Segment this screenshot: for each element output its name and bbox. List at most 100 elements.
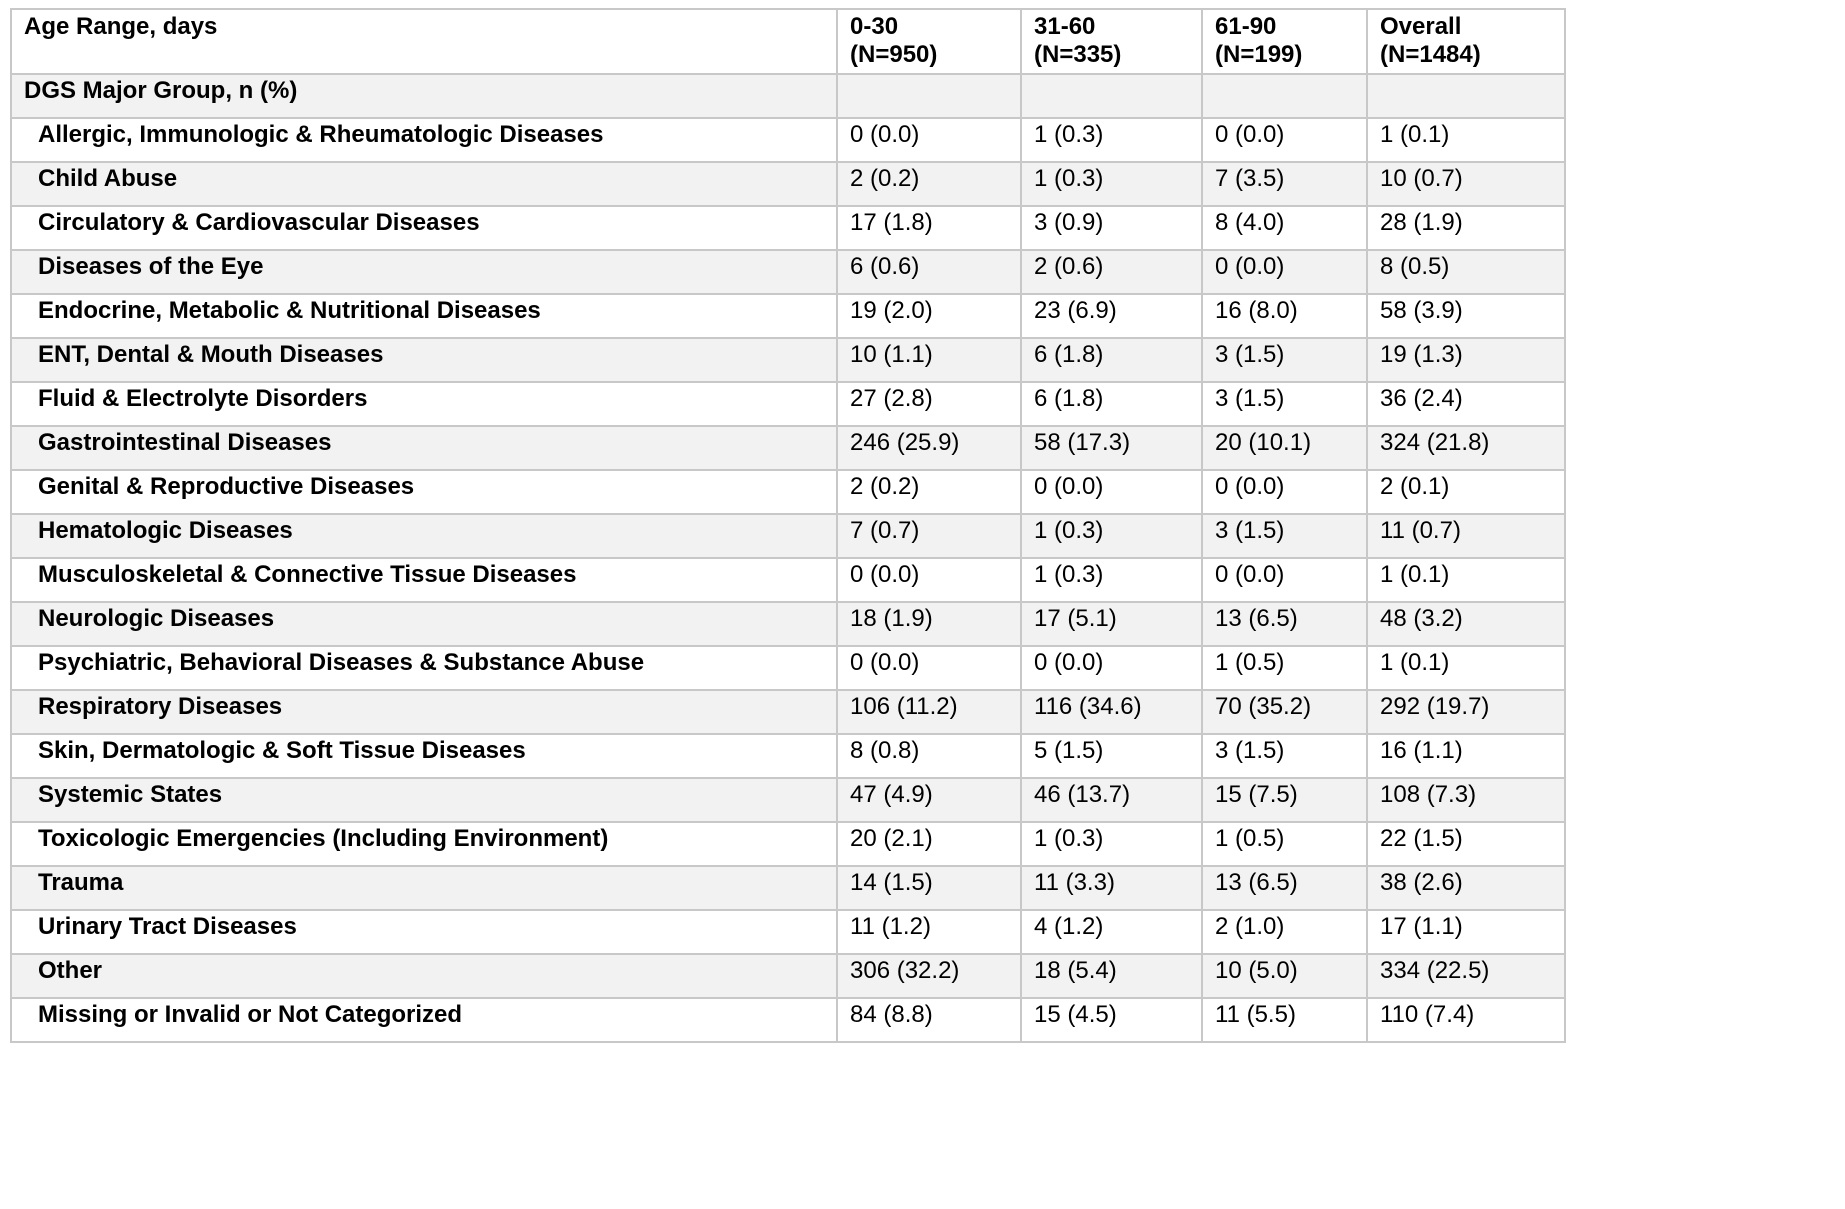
cell-31-60: 15 (4.5): [1020, 997, 1203, 1043]
cell-31-60: 18 (5.4): [1020, 953, 1203, 999]
cell-31-60: 4 (1.2): [1020, 909, 1203, 955]
cell-0-30: 246 (25.9): [836, 425, 1022, 471]
header-col-61-90: 61-90 (N=199): [1201, 8, 1368, 75]
row-label: Urinary Tract Diseases: [10, 909, 838, 955]
header-col-title: 31-60: [1034, 13, 1096, 40]
cell-overall: 16 (1.1): [1366, 733, 1566, 779]
cell-0-30: 2 (0.2): [836, 469, 1022, 515]
cell-0-30: 6 (0.6): [836, 249, 1022, 295]
table-row: Skin, Dermatologic & Soft Tissue Disease…: [10, 733, 1566, 779]
cell-61-90: 3 (1.5): [1201, 513, 1368, 559]
table-row: Hematologic Diseases 7 (0.7) 1 (0.3) 3 (1.5…: [10, 513, 1566, 559]
cell-31-60: 3 (0.9): [1020, 205, 1203, 251]
cell-31-60: 6 (1.8): [1020, 337, 1203, 383]
cell-0-30: 7 (0.7): [836, 513, 1022, 559]
cell-0-30: 84 (8.8): [836, 997, 1022, 1043]
cell-31-60: 11 (3.3): [1020, 865, 1203, 911]
cell-overall: 10 (0.7): [1366, 161, 1566, 207]
group-empty-cell: [1366, 73, 1566, 119]
row-label: Toxicologic Emergencies (Including Envir…: [10, 821, 838, 867]
cell-61-90: 13 (6.5): [1201, 865, 1368, 911]
cell-61-90: 0 (0.0): [1201, 469, 1368, 515]
group-row: DGS Major Group, n (%): [10, 73, 1566, 119]
cell-overall: 334 (22.5): [1366, 953, 1566, 999]
table-row: Psychiatric, Behavioral Diseases & Subst…: [10, 645, 1566, 691]
group-empty-cell: [1020, 73, 1203, 119]
cell-0-30: 0 (0.0): [836, 645, 1022, 691]
cell-61-90: 70 (35.2): [1201, 689, 1368, 735]
cell-31-60: 1 (0.3): [1020, 117, 1203, 163]
row-label: Gastrointestinal Diseases: [10, 425, 838, 471]
table-row: Genital & Reproductive Diseases 2 (0.2) 0 …: [10, 469, 1566, 515]
cell-overall: 110 (7.4): [1366, 997, 1566, 1043]
table-body: DGS Major Group, n (%) Allergic, Immunol…: [10, 73, 1566, 1043]
cell-0-30: 27 (2.8): [836, 381, 1022, 427]
cell-overall: 324 (21.8): [1366, 425, 1566, 471]
cell-61-90: 0 (0.0): [1201, 557, 1368, 603]
cell-61-90: 20 (10.1): [1201, 425, 1368, 471]
header-col-n: (N=1484): [1380, 41, 1481, 68]
cell-overall: 22 (1.5): [1366, 821, 1566, 867]
cell-61-90: 7 (3.5): [1201, 161, 1368, 207]
cell-overall: 2 (0.1): [1366, 469, 1566, 515]
header-col-title: Overall: [1380, 13, 1462, 40]
header-col-title: 0-30: [850, 13, 899, 40]
cell-0-30: 19 (2.0): [836, 293, 1022, 339]
row-label: Other: [10, 953, 838, 999]
cell-overall: 36 (2.4): [1366, 381, 1566, 427]
cell-61-90: 2 (1.0): [1201, 909, 1368, 955]
table-row: Other 306 (32.2) 18 (5.4) 10 (5.0) 334 (22.5…: [10, 953, 1566, 999]
header-col-n: (N=335): [1034, 41, 1122, 68]
table-row: Fluid & Electrolyte Disorders 27 (2.8) 6 (…: [10, 381, 1566, 427]
cell-31-60: 1 (0.3): [1020, 513, 1203, 559]
cell-31-60: 1 (0.3): [1020, 821, 1203, 867]
table-row: Systemic States 47 (4.9) 46 (13.7) 15 (7.5)…: [10, 777, 1566, 823]
cell-0-30: 0 (0.0): [836, 117, 1022, 163]
cell-0-30: 14 (1.5): [836, 865, 1022, 911]
row-label: Allergic, Immunologic & Rheumatologic Di…: [10, 117, 838, 163]
cell-0-30: 18 (1.9): [836, 601, 1022, 647]
header-col-n: (N=950): [850, 41, 938, 68]
table-row: Child Abuse 2 (0.2) 1 (0.3) 7 (3.5) 10 (0.7): [10, 161, 1566, 207]
group-label: DGS Major Group, n (%): [10, 73, 838, 119]
row-label: Psychiatric, Behavioral Diseases & Subst…: [10, 645, 838, 691]
cell-61-90: 11 (5.5): [1201, 997, 1368, 1043]
table-row: Gastrointestinal Diseases 246 (25.9) 58 (1…: [10, 425, 1566, 471]
cell-31-60: 2 (0.6): [1020, 249, 1203, 295]
header-col-0-30: 0-30 (N=950): [836, 8, 1022, 75]
header-col-title: 61-90: [1215, 13, 1277, 40]
table-row: Allergic, Immunologic & Rheumatologic Di…: [10, 117, 1566, 163]
cell-overall: 58 (3.9): [1366, 293, 1566, 339]
cell-0-30: 106 (11.2): [836, 689, 1022, 735]
cell-61-90: 16 (8.0): [1201, 293, 1368, 339]
group-empty-cell: [1201, 73, 1368, 119]
cell-0-30: 11 (1.2): [836, 909, 1022, 955]
row-label: Systemic States: [10, 777, 838, 823]
table-row: Missing or Invalid or Not Categorized 84 …: [10, 997, 1566, 1043]
table-row: Circulatory & Cardiovascular Diseases 17 …: [10, 205, 1566, 251]
cell-0-30: 8 (0.8): [836, 733, 1022, 779]
cell-31-60: 58 (17.3): [1020, 425, 1203, 471]
row-label: Fluid & Electrolyte Disorders: [10, 381, 838, 427]
cell-overall: 19 (1.3): [1366, 337, 1566, 383]
cell-31-60: 23 (6.9): [1020, 293, 1203, 339]
cell-overall: 17 (1.1): [1366, 909, 1566, 955]
row-label: Neurologic Diseases: [10, 601, 838, 647]
cell-31-60: 5 (1.5): [1020, 733, 1203, 779]
row-label: Diseases of the Eye: [10, 249, 838, 295]
group-empty-cell: [836, 73, 1022, 119]
table-row: Toxicologic Emergencies (Including Envir…: [10, 821, 1566, 867]
cell-31-60: 0 (0.0): [1020, 469, 1203, 515]
cell-31-60: 0 (0.0): [1020, 645, 1203, 691]
cell-overall: 48 (3.2): [1366, 601, 1566, 647]
cell-61-90: 3 (1.5): [1201, 337, 1368, 383]
cell-overall: 8 (0.5): [1366, 249, 1566, 295]
cell-61-90: 8 (4.0): [1201, 205, 1368, 251]
table-row: Neurologic Diseases 18 (1.9) 17 (5.1) 13 (6…: [10, 601, 1566, 647]
table-row: Urinary Tract Diseases 11 (1.2) 4 (1.2) 2 (…: [10, 909, 1566, 955]
row-label: Musculoskeletal & Connective Tissue Dise…: [10, 557, 838, 603]
cell-31-60: 116 (34.6): [1020, 689, 1203, 735]
row-label: ENT, Dental & Mouth Diseases: [10, 337, 838, 383]
cell-31-60: 46 (13.7): [1020, 777, 1203, 823]
table-header: Age Range, days 0-30 (N=950) 31-60 (N=33…: [10, 8, 1566, 75]
